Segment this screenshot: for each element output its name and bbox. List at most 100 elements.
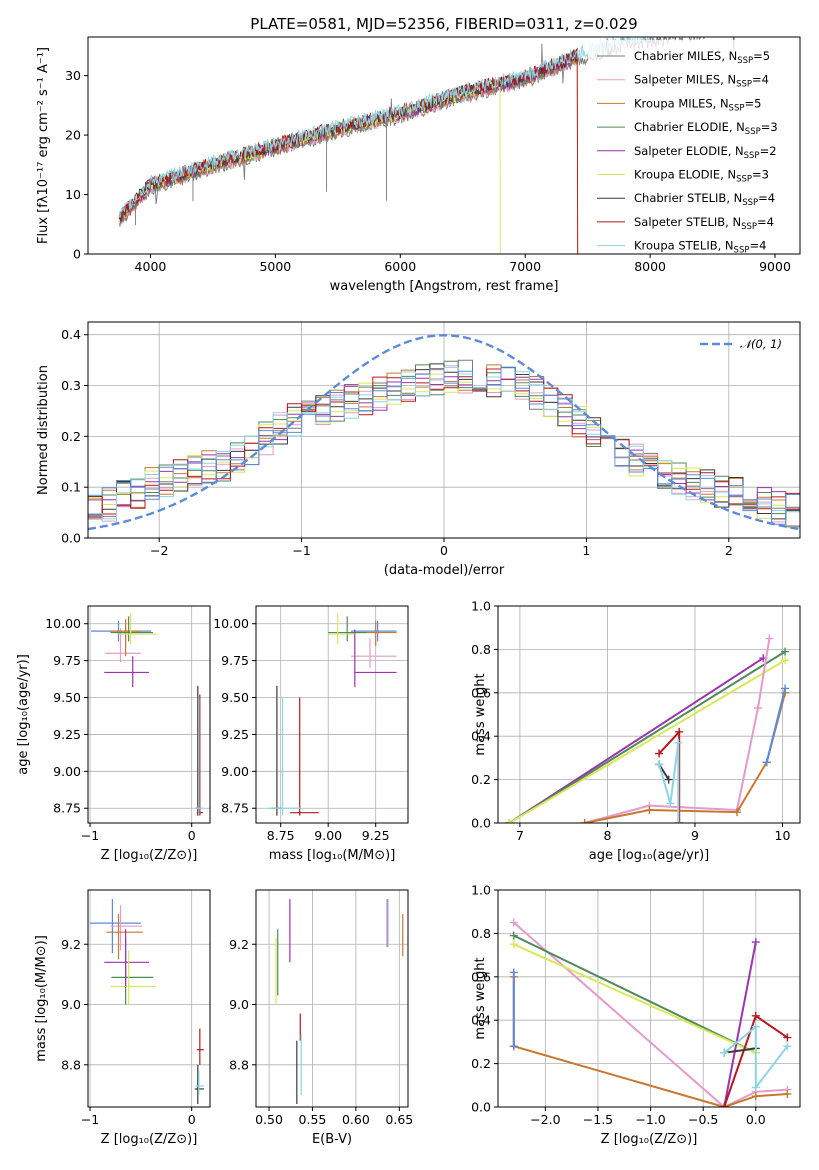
x-tick-label: 4000 [135,259,167,274]
weight-line [513,921,788,1107]
weight-line [508,659,786,823]
legend-label-text: Chabrier ELODIE, N [634,120,745,134]
y-tick-label: 0 [73,247,81,262]
legend-label-sub: SSP [742,198,758,208]
y-tick-label: 0.8 [471,642,491,657]
x-tick-label: 6000 [384,259,416,274]
x-tick-label: 8000 [634,259,666,274]
y-axis-label: age [log₁₀(age/yr)] [16,654,31,775]
y-tick-label: 0.4 [471,729,491,744]
histogram-step [88,368,800,515]
x-tick-label: 7000 [509,259,541,274]
x-axis-label: E(B-V) [312,1132,352,1147]
legend-label-sub: SSP [741,222,757,232]
x-tick-label: −2.0 [530,1112,560,1127]
weight-marker [505,819,514,823]
x-tick-label: −1 [81,1112,99,1127]
weight-line [723,941,757,1107]
y-tick-label: 1.0 [471,599,491,614]
age-weight-panel: 7 8 9 10 0.0 0.2 0.4 0.6 0.8 1.0 age [log₁₀(age/yr… [471,599,801,863]
x-axis-label: wavelength [Angstrom, rest frame] [330,279,559,294]
z-age-panel-marks [91,613,204,816]
legend-label-text: Salpeter ELODIE, N [634,144,744,158]
weight-marker [781,656,790,665]
x-tick-label: −1 [81,828,99,843]
x-tick-label: 5000 [259,259,291,274]
legend-label-tail: =2 [760,144,777,158]
axes-frame [497,605,801,824]
legend-label-text: Salpeter MILES, N [634,73,736,87]
x-tick-label: 7 [516,828,524,843]
legend-label: Chabrier ELODIE, NSSP=3 [634,120,778,137]
y-tick-label: 0.2 [471,772,491,787]
histogram-step [88,367,800,520]
legend-label: Salpeter ELODIE, NSSP=2 [634,144,777,161]
y-tick-label: 9.2 [61,937,81,952]
x-tick-label: 10 [775,828,791,843]
weight-marker [675,727,684,736]
weight-line [658,742,680,823]
weight-marker [783,1089,792,1098]
x-tick-label: 9 [691,828,699,843]
legend-label-tail: =4 [758,191,775,205]
z-weight-panel-marks [509,918,792,1107]
legend-label: 𝒩(0, 1) [740,337,782,351]
weight-marker [655,749,664,758]
x-axis-label: Z [log₁₀(Z/Z⊙)] [101,848,198,863]
weight-marker [781,684,790,693]
y-tick-label: 9.25 [221,727,249,742]
x-tick-label: 9000 [759,259,791,274]
axes-frame [255,605,409,824]
weight-line [508,657,764,823]
x-tick-label: −1 [292,543,310,558]
y-tick-label: 10 [65,187,81,202]
legend-label-text: Kroupa STELIB, N [634,239,734,253]
y-tick-label: 8.75 [221,801,249,816]
y-tick-label: 9.25 [53,727,81,742]
legend-label-tail: =4 [749,239,766,253]
y-axis-label: mass weight [473,673,488,755]
legend-label-tail: =5 [753,49,770,63]
y-tick-label: 0.0 [61,531,81,546]
legend-label-text: Chabrier STELIB, N [634,191,742,205]
axes-frame [87,889,211,1108]
y-tick-label: 30 [65,68,81,83]
legend-label: Chabrier STELIB, NSSP=4 [634,191,775,208]
y-tick-label: 0.3 [61,378,81,393]
residual-panel: −2 −1 0 1 2 0.0 0.1 0.2 0.3 0.4 (data-model)/error… [36,321,801,578]
axes-frame [87,36,801,255]
weight-marker [664,775,673,784]
legend-label: Kroupa STELIB, NSSP=4 [634,239,766,256]
weight-marker [509,940,518,949]
weight-line [724,1047,756,1054]
weight-marker [580,819,589,823]
legend-box [588,40,796,250]
weight-marker [645,805,654,814]
weight-marker [720,1048,729,1057]
legend-label-text: Salpeter STELIB, N [634,215,741,229]
axes-frame [87,605,211,824]
y-tick-label: 0.8 [471,926,491,941]
weight-marker [666,799,675,808]
y-axis-label: mass [log₁₀(M/M⊙)] [34,935,49,1062]
x-axis-label: mass [log₁₀(M/M⊙)] [269,848,396,863]
weight-marker [674,738,683,747]
legend-label: Salpeter STELIB, NSSP=4 [634,215,774,232]
y-tick-label: 9.50 [221,690,249,705]
mass-age-panel-marks [267,613,397,816]
y-tick-label: 9.0 [61,997,81,1012]
z-mass-panel: −1 0 8.8 9.0 9.2 Z [log₁₀(Z/Z⊙)] mass [log₁₀(M… [34,889,211,1147]
y-tick-label: 0.1 [61,480,81,495]
legend-label-text: Kroupa MILES, N [634,96,729,110]
x-tick-label: −0.5 [688,1112,718,1127]
spectrum-line [118,47,579,254]
legend-label: Kroupa MILES, NSSP=5 [634,96,761,113]
y-tick-label: 1.0 [471,883,491,898]
age-weight-panel-marks [505,634,790,823]
weight-line [508,650,786,823]
legend-label-sub: SSP [744,151,760,161]
y-tick-label: 8.8 [61,1057,81,1072]
weight-marker [751,1022,760,1031]
